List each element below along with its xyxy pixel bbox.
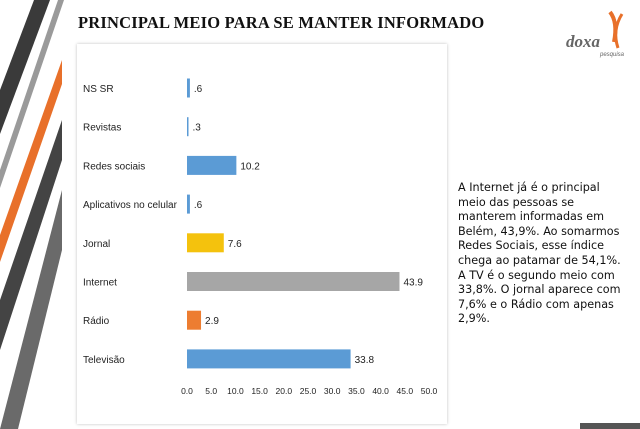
x-tick-label: 5.0 [205, 386, 217, 396]
category-label: Internet [83, 278, 117, 289]
x-tick-label: 25.0 [300, 386, 317, 396]
data-label: .6 [194, 200, 203, 211]
data-label: 43.9 [403, 278, 423, 289]
data-label: .3 [193, 123, 202, 134]
corner-bar [580, 423, 640, 429]
decorative-stripes [0, 0, 64, 429]
logo-text: doxa [566, 32, 600, 51]
doxa-logo [608, 10, 624, 49]
x-tick-label: 40.0 [372, 386, 389, 396]
data-label: 7.6 [228, 239, 242, 250]
x-tick-label: 20.0 [276, 386, 293, 396]
bar-chart: NS SR .6 Revistas .3 Redes sociais 10.2 Aplica… [83, 78, 438, 396]
bar [187, 233, 224, 253]
category-label: Aplicativos no celular [83, 200, 178, 211]
summary-text: A Internet já é o principal meio das pes… [458, 181, 621, 326]
bar [187, 349, 351, 369]
category-label: Televisão [83, 355, 125, 366]
bar [187, 117, 189, 137]
x-tick-label: 35.0 [348, 386, 365, 396]
data-label: 2.9 [205, 316, 219, 327]
data-label: .6 [194, 84, 203, 95]
x-tick-label: 15.0 [251, 386, 268, 396]
slide-title: PRINCIPAL MEIO PARA SE MANTER INFORMADO [78, 13, 485, 32]
bar [187, 78, 190, 98]
data-label: 10.2 [240, 161, 260, 172]
bar [187, 310, 202, 330]
x-tick-label: 30.0 [324, 386, 341, 396]
x-tick-label: 0.0 [181, 386, 193, 396]
category-label: Revistas [83, 123, 121, 134]
category-label: NS SR [83, 84, 114, 95]
x-tick-label: 45.0 [397, 386, 414, 396]
category-label: Rádio [83, 316, 110, 327]
data-label: 33.8 [355, 355, 375, 366]
category-label: Redes sociais [83, 161, 145, 172]
category-label: Jornal [83, 239, 110, 250]
bar [187, 194, 190, 214]
x-tick-label: 50.0 [421, 386, 438, 396]
chart-panel: NS SR .6 Revistas .3 Redes sociais 10.2 Aplica… [77, 44, 447, 424]
bar [187, 272, 400, 291]
x-tick-label: 10.0 [227, 386, 244, 396]
bar [187, 155, 237, 175]
logo-subtext: pesquisa [600, 52, 625, 58]
